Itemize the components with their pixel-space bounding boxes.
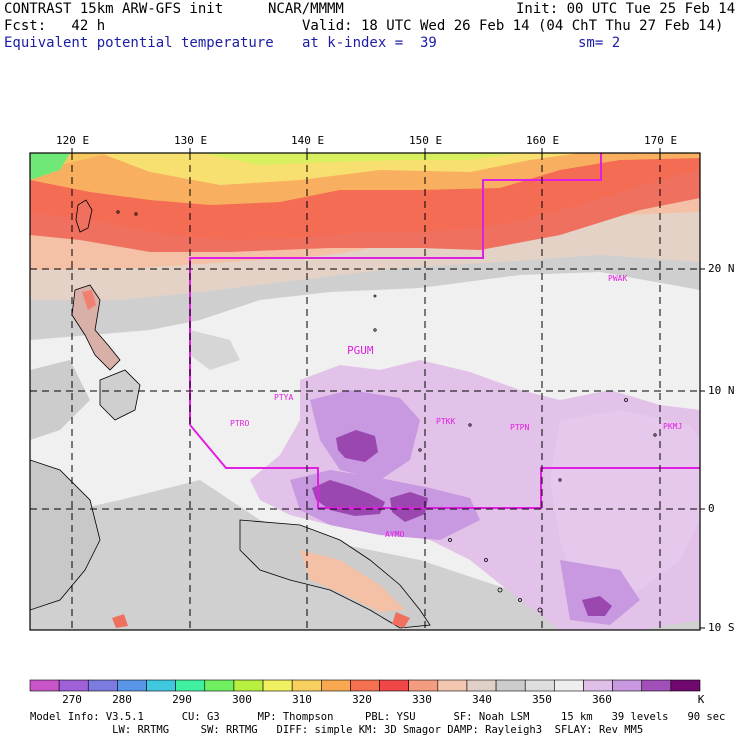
lon-label: 120 E <box>56 134 90 147</box>
colorbar-swatch <box>408 679 439 692</box>
model-title: CONTRAST 15km ARW-GFS init <box>4 1 224 17</box>
lat-lon-grid <box>30 153 700 630</box>
lon-label: 160 E <box>526 134 560 147</box>
colorbar-label: 350 <box>532 693 552 706</box>
colorbar-swatch <box>291 679 322 692</box>
colorbar-swatch <box>262 679 293 692</box>
station-pwak: PWAK <box>608 274 628 283</box>
lon-label: 130 E <box>174 134 208 147</box>
model-info-line2: LW: RRTMG SW: RRTMG DIFF: simple KM: 3D … <box>30 724 644 736</box>
colorbar-unit: K <box>697 693 705 706</box>
station-ptkk: PTKK <box>436 417 456 426</box>
colorbar-label: 300 <box>232 693 252 706</box>
colorbar <box>29 679 701 692</box>
lon-label: 140 E <box>291 134 325 147</box>
colorbar-swatch <box>87 679 118 692</box>
colorbar-label: 310 <box>292 693 312 706</box>
colorbar-label: 290 <box>172 693 192 706</box>
colorbar-swatch <box>554 679 584 692</box>
colorbar-swatch <box>29 679 60 692</box>
station-ptro: PTRO <box>230 419 250 428</box>
colorbar-swatch <box>321 679 351 692</box>
colorbar-swatch <box>379 679 409 692</box>
colorbar-swatch <box>233 679 264 692</box>
colorbar-swatch <box>146 679 176 692</box>
colorbar-swatch <box>117 679 147 692</box>
colorbar-swatch <box>437 679 468 692</box>
station-ptya: PTYA <box>274 393 294 402</box>
station-aymo: AYMO <box>385 530 405 539</box>
colorbar-label: 340 <box>472 693 492 706</box>
field-name: Equivalent potential temperature <box>4 35 274 51</box>
colorbar-label: 330 <box>412 693 432 706</box>
lat-label: 0 <box>708 502 715 515</box>
colorbar-swatch <box>612 679 643 692</box>
lat-label: 10 S <box>708 621 735 634</box>
station-pkmj: PKMJ <box>663 422 683 431</box>
level-index: at k-index = 39 <box>302 35 437 51</box>
station-ptpn: PTPN <box>510 423 530 432</box>
colorbar-swatch <box>641 679 672 692</box>
colorbar-swatch <box>495 679 526 692</box>
model-info-line1: Model Info: V3.5.1 CU: G3 MP: Thompson P… <box>30 711 726 723</box>
colorbar-swatch <box>524 679 555 692</box>
org-label: NCAR/MMMM <box>268 1 344 17</box>
lat-label: 10 N <box>708 384 735 397</box>
init-time: Init: 00 UTC Tue 25 Feb 14 <box>516 1 736 17</box>
colorbar-swatch <box>670 679 701 692</box>
colorbar-label: 360 <box>592 693 612 706</box>
colorbar-label: 270 <box>62 693 82 706</box>
colorbar-swatch <box>350 679 380 692</box>
forecast-hour: Fcst: 42 h <box>4 18 106 34</box>
colorbar-label: 280 <box>112 693 132 706</box>
colorbar-label: 320 <box>352 693 372 706</box>
colorbar-swatch <box>58 679 89 692</box>
colorbar-swatch <box>583 679 613 692</box>
colorbar-swatch <box>175 679 206 692</box>
colorbar-swatch <box>466 679 497 692</box>
lon-label: 150 E <box>409 134 443 147</box>
station-pgum: PGUM <box>347 344 374 357</box>
lat-label: 20 N <box>708 262 735 275</box>
lon-label: 170 E <box>644 134 678 147</box>
smoothing: sm= 2 <box>578 35 621 51</box>
colorbar-swatch <box>204 679 235 692</box>
valid-time: Valid: 18 UTC Wed 26 Feb 14 (04 ChT Thu … <box>302 18 724 34</box>
